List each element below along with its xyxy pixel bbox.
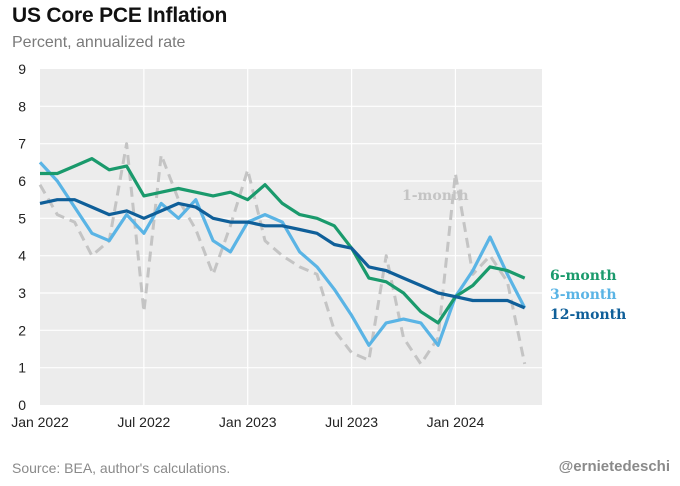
chart-title: US Core PCE Inflation (12, 4, 228, 27)
series-label-12-month: 12-month (550, 307, 626, 323)
y-tick-label: 7 (18, 136, 26, 152)
y-tick-label: 8 (18, 98, 26, 114)
grid-lines (40, 69, 542, 405)
series-line-6-month (40, 157, 526, 325)
y-tick-label: 3 (18, 285, 26, 301)
series-group (38, 142, 527, 366)
x-axis-ticks: Jan 2022 Jul 2022 Jan 2023 Jul 2023 Jan 2024 (11, 414, 484, 430)
x-tick-label: Jan 2024 (427, 414, 485, 430)
y-tick-label: 2 (18, 322, 26, 338)
y-tick-label: 6 (18, 173, 26, 189)
series-label-6-month: 6-month (550, 268, 617, 284)
source-note: Source: BEA, author's calculations. (12, 460, 231, 476)
series-line-1-month (38, 142, 527, 366)
y-tick-label: 0 (18, 397, 26, 413)
x-tick-label: Jan 2023 (219, 414, 277, 430)
series-line-3-month (38, 161, 527, 347)
y-tick-label: 9 (18, 61, 26, 77)
x-tick-label: Jul 2022 (117, 414, 170, 430)
series-line-12-month (39, 198, 526, 310)
y-tick-label: 4 (18, 248, 26, 264)
chart-subtitle: Percent, annualized rate (12, 34, 186, 51)
x-tick-label: Jul 2023 (325, 414, 378, 430)
series-label-1-month: 1-month (402, 188, 469, 204)
series-labels: 1-month 3-month 6-month 12-month (402, 188, 626, 323)
x-tick-label: Jan 2022 (11, 414, 69, 430)
author-handle: @ernietedeschi (558, 458, 670, 475)
y-tick-label: 5 (18, 210, 26, 226)
y-axis-ticks: 0 1 2 3 4 5 6 7 8 9 (18, 61, 26, 413)
series-label-3-month: 3-month (550, 287, 617, 303)
y-tick-label: 1 (18, 360, 26, 376)
